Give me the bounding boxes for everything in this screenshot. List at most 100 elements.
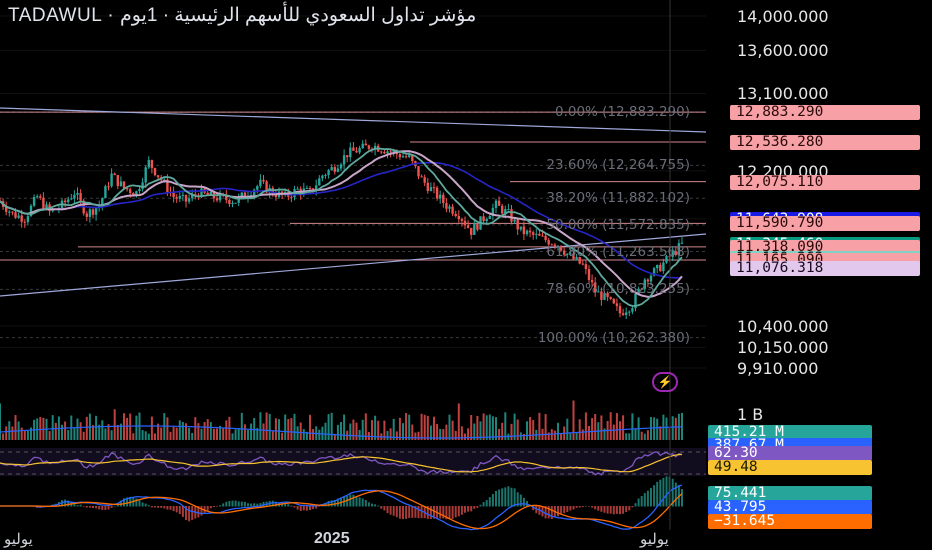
candle-body bbox=[680, 242, 684, 244]
candle-body bbox=[14, 212, 17, 218]
indicator-badge: 43.795 bbox=[708, 500, 872, 515]
candle-body bbox=[234, 202, 237, 204]
candle-body bbox=[457, 216, 460, 220]
macd-signal-line bbox=[0, 490, 683, 530]
macd-histogram-bar bbox=[163, 506, 166, 509]
volume-bar bbox=[526, 421, 528, 440]
candle-body bbox=[206, 192, 209, 196]
macd-histogram-bar bbox=[532, 506, 535, 511]
volume-bar bbox=[271, 431, 274, 440]
volume-bar bbox=[206, 419, 209, 440]
fib-label: 100.00% (10,262.380) bbox=[537, 329, 690, 346]
volume-bar bbox=[126, 417, 129, 440]
volume-bar bbox=[433, 416, 435, 440]
candle-body bbox=[63, 200, 67, 203]
lightning-icon[interactable]: ⚡ bbox=[652, 372, 678, 392]
candle-body bbox=[417, 166, 420, 177]
macd-histogram-bar bbox=[185, 506, 187, 521]
macd-histogram-bar bbox=[169, 506, 172, 510]
volume-bar bbox=[643, 433, 646, 440]
volume-bar bbox=[619, 421, 621, 440]
macd-histogram-bar bbox=[73, 504, 76, 507]
macd-histogram-bar bbox=[392, 506, 395, 516]
macd-histogram-bar bbox=[594, 506, 597, 510]
macd-histogram-bar bbox=[665, 476, 668, 507]
candle-body bbox=[163, 179, 166, 181]
volume-bar bbox=[557, 422, 559, 440]
volume-bar bbox=[191, 432, 194, 440]
candle-body bbox=[569, 253, 572, 255]
candle-body bbox=[240, 192, 243, 197]
macd-histogram-bar bbox=[420, 506, 423, 519]
candle-body bbox=[364, 143, 367, 146]
macd-histogram-bar bbox=[612, 506, 615, 515]
candle-body bbox=[32, 197, 36, 206]
volume-bar bbox=[14, 415, 17, 440]
candle-body bbox=[541, 235, 544, 237]
volume-bar bbox=[374, 415, 377, 440]
macd-histogram-bar bbox=[262, 501, 265, 507]
candle-body bbox=[150, 160, 154, 169]
candle-body bbox=[451, 206, 454, 214]
macd-histogram-bar bbox=[507, 486, 510, 507]
candle-body bbox=[355, 150, 358, 153]
candle-body bbox=[677, 243, 681, 255]
macd-histogram-bar bbox=[653, 485, 656, 507]
volume-bar bbox=[445, 424, 448, 440]
candle-body bbox=[308, 188, 312, 190]
volume-bar bbox=[98, 424, 101, 440]
volume-bar bbox=[132, 433, 135, 440]
lower-trendline[interactable] bbox=[0, 233, 707, 297]
volume-bar bbox=[476, 415, 479, 440]
ema-fast-line bbox=[0, 147, 683, 307]
volume-bar bbox=[398, 417, 401, 440]
volume-bar bbox=[665, 417, 668, 440]
volume-bar bbox=[327, 414, 330, 440]
volume-bar bbox=[479, 421, 482, 440]
macd-histogram-bar bbox=[231, 500, 234, 507]
candle-body bbox=[594, 282, 597, 293]
symbol-title[interactable]: TADAWUL · مؤشر تداول السعودي للأسهم الرئ… bbox=[8, 5, 477, 26]
candle-body bbox=[256, 186, 259, 190]
candle-body bbox=[547, 240, 550, 245]
candle-body bbox=[228, 199, 231, 205]
macd-histogram-bar bbox=[116, 504, 119, 507]
macd-histogram-bar bbox=[563, 506, 566, 514]
volume-bar bbox=[615, 413, 618, 440]
candle-body bbox=[621, 313, 625, 315]
macd-histogram-bar bbox=[597, 506, 600, 511]
price-tick-label: 13,600.000 bbox=[737, 41, 829, 61]
macd-histogram-bar bbox=[473, 506, 476, 509]
volume-bar bbox=[603, 428, 606, 440]
volume-bar bbox=[147, 433, 150, 440]
volume-bar bbox=[26, 430, 29, 440]
volume-bar bbox=[588, 425, 590, 440]
trendlines[interactable] bbox=[0, 107, 707, 297]
macd-histogram-bar bbox=[135, 498, 138, 507]
macd-histogram-bar bbox=[333, 500, 336, 507]
candle-body bbox=[674, 251, 677, 255]
volume-bar bbox=[467, 428, 470, 440]
macd-histogram-bar bbox=[293, 506, 296, 508]
macd-histogram-bar bbox=[460, 506, 463, 515]
volume-bar bbox=[553, 430, 556, 440]
macd-histogram-bar bbox=[250, 503, 253, 507]
candle-body bbox=[305, 188, 309, 190]
candle-body bbox=[538, 233, 541, 236]
upper-trendline[interactable] bbox=[0, 107, 707, 133]
volume-bar bbox=[240, 412, 243, 440]
candle-body bbox=[587, 269, 591, 280]
macd-histogram-bar bbox=[166, 506, 169, 510]
candle-body bbox=[11, 211, 14, 213]
macd-histogram-bar bbox=[606, 506, 609, 514]
macd-histogram-bar bbox=[138, 500, 141, 507]
candle-body bbox=[398, 154, 402, 158]
candle-body bbox=[91, 209, 95, 215]
macd-histogram-bar bbox=[566, 506, 569, 513]
macd-histogram-bar bbox=[259, 503, 262, 507]
rsi-panel bbox=[0, 448, 706, 476]
volume-bar bbox=[411, 424, 414, 440]
macd-histogram-bar bbox=[349, 494, 352, 507]
candle-body bbox=[116, 175, 119, 186]
